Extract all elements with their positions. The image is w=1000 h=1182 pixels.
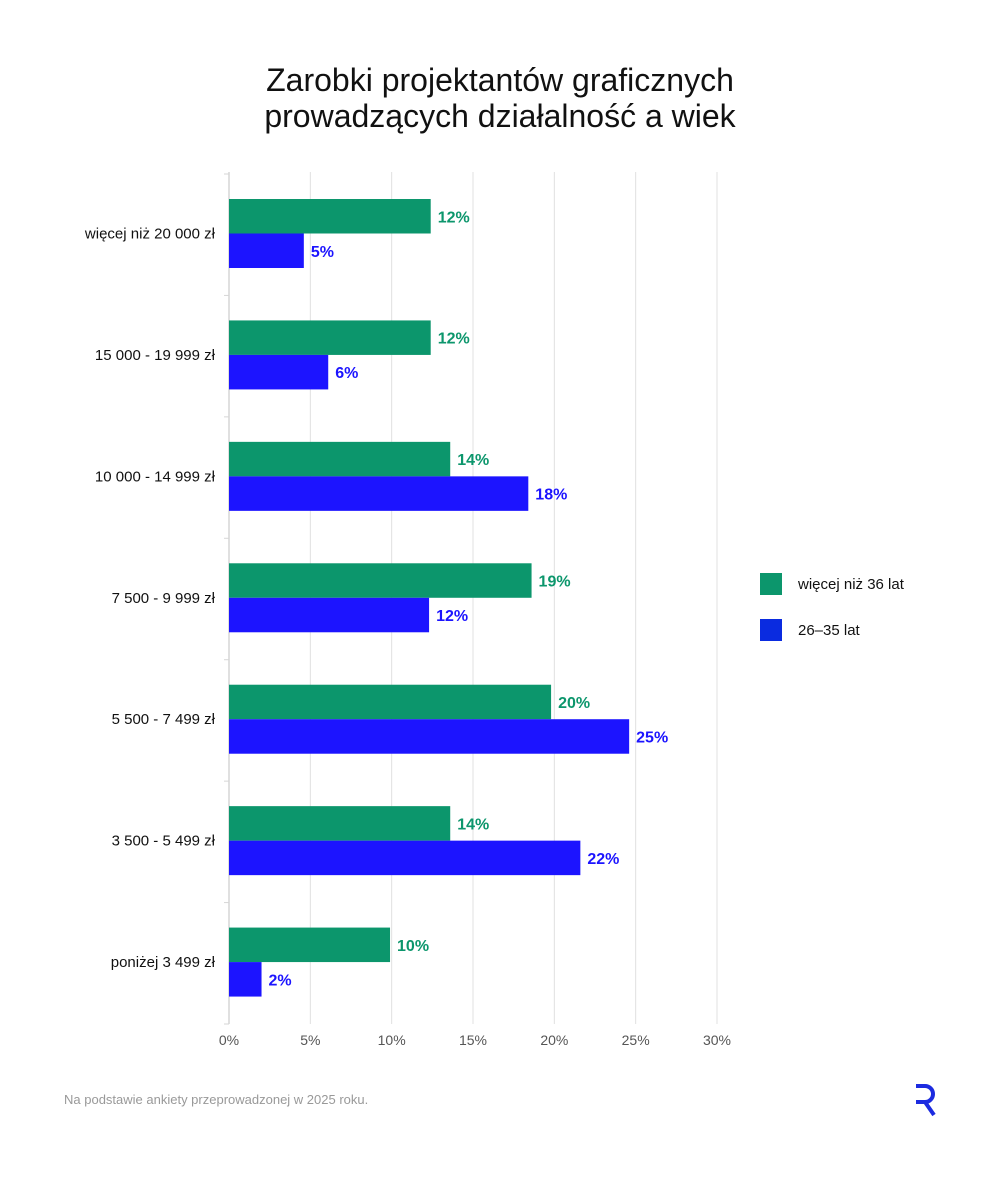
category-label: 15 000 - 19 999 zł: [95, 347, 216, 364]
bar: [229, 320, 431, 355]
data-label: 20%: [558, 695, 590, 712]
data-label: 14%: [457, 816, 489, 833]
bar: [229, 806, 451, 841]
category-label: poniżej 3 499 zł: [111, 954, 216, 971]
legend-swatch: [760, 573, 782, 595]
data-label: 18%: [535, 487, 567, 504]
x-tick-label: 20%: [540, 1032, 568, 1048]
bar: [229, 597, 430, 633]
source-note: Na podstawie ankiety przeprowadzonej w 2…: [64, 1092, 369, 1107]
bar: [229, 199, 431, 234]
bar: [229, 840, 581, 876]
bar: [229, 684, 552, 720]
bar: [229, 719, 630, 754]
title-line-2: prowadzących działalność a wiek: [264, 98, 736, 134]
legend-label: więcej niż 36 lat: [798, 575, 904, 593]
data-label: 10%: [397, 938, 429, 955]
bar: [229, 563, 532, 598]
bar: [229, 233, 304, 268]
data-label: 12%: [438, 209, 470, 226]
legend-item-older: więcej niż 36 lat: [760, 573, 904, 595]
x-tick-label: 25%: [622, 1032, 650, 1048]
legend: więcej niż 36 lat 26–35 lat: [760, 573, 904, 665]
data-label: 25%: [636, 729, 668, 746]
bar: [229, 354, 329, 390]
category-label: 10 000 - 14 999 zł: [95, 468, 216, 485]
x-tick-label: 0%: [219, 1032, 239, 1048]
category-label: więcej niż 20 000 zł: [84, 226, 216, 243]
data-label: 12%: [438, 331, 470, 348]
category-label: 5 500 - 7 499 zł: [112, 711, 216, 728]
title-line-1: Zarobki projektantów graficznych: [266, 62, 734, 98]
bar: [229, 962, 262, 997]
data-label: 19%: [539, 574, 571, 591]
x-tick-label: 30%: [703, 1032, 731, 1048]
data-label: 6%: [335, 365, 358, 382]
x-tick-label: 5%: [300, 1032, 320, 1048]
category-label: 3 500 - 5 499 zł: [112, 833, 216, 850]
data-label: 2%: [269, 972, 292, 989]
chart-title: Zarobki projektantów graficznych prowadz…: [0, 62, 1000, 134]
legend-swatch: [760, 619, 782, 641]
x-tick-label: 15%: [459, 1032, 487, 1048]
brand-logo: [916, 1084, 936, 1117]
data-label: 22%: [587, 851, 619, 868]
legend-label: 26–35 lat: [798, 621, 860, 639]
category-label: 7 500 - 9 999 zł: [112, 590, 216, 607]
data-label: 14%: [457, 452, 489, 469]
legend-item-younger: 26–35 lat: [760, 619, 904, 641]
data-label: 12%: [436, 608, 468, 625]
bar: [229, 927, 391, 963]
bar: [229, 441, 451, 477]
x-tick-label: 10%: [378, 1032, 406, 1048]
bar: [229, 476, 529, 511]
data-label: 5%: [311, 244, 334, 261]
